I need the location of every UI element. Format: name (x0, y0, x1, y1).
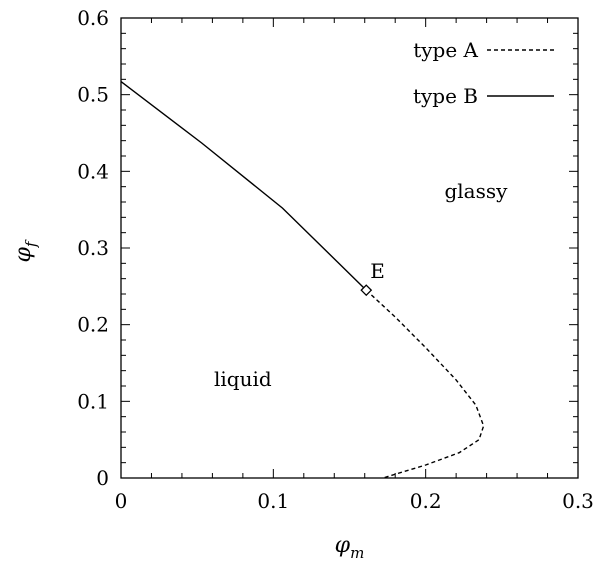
point-e-marker (360, 284, 373, 297)
point-e-label: E (370, 259, 385, 283)
y-tick-label: 0.3 (77, 236, 109, 260)
legend-label: type B (413, 84, 478, 108)
y-tick-label: 0.5 (77, 83, 109, 107)
region-label: glassy (444, 179, 508, 203)
legend-label: type A (413, 38, 478, 62)
series-type-b-line (120, 81, 367, 291)
axis-ticks (120, 17, 579, 479)
x-tick-label: 0.2 (410, 489, 442, 513)
region-label: liquid (214, 367, 272, 391)
legend: type A type B (413, 38, 554, 108)
y-tick-label: 0.1 (77, 389, 109, 413)
y-tick-label: 0.6 (77, 6, 109, 30)
y-tick-label: 0.4 (77, 159, 109, 183)
y-tick-label: 0 (96, 466, 109, 490)
x-tick-label: 0.1 (257, 489, 289, 513)
series-type-a-line (365, 289, 485, 479)
tick-labels: 0 0.1 0.2 0.3 0 0.1 0.2 0.3 0.4 0.5 0.6 (77, 6, 594, 513)
y-tick-label: 0.2 (77, 313, 109, 337)
data-series (120, 81, 485, 479)
x-axis-label: φm (335, 533, 365, 562)
x-tick-label: 0 (115, 489, 128, 513)
x-tick-label: 0.3 (562, 489, 594, 513)
plot-frame (120, 17, 579, 479)
y-axis-label: φf (11, 239, 40, 262)
